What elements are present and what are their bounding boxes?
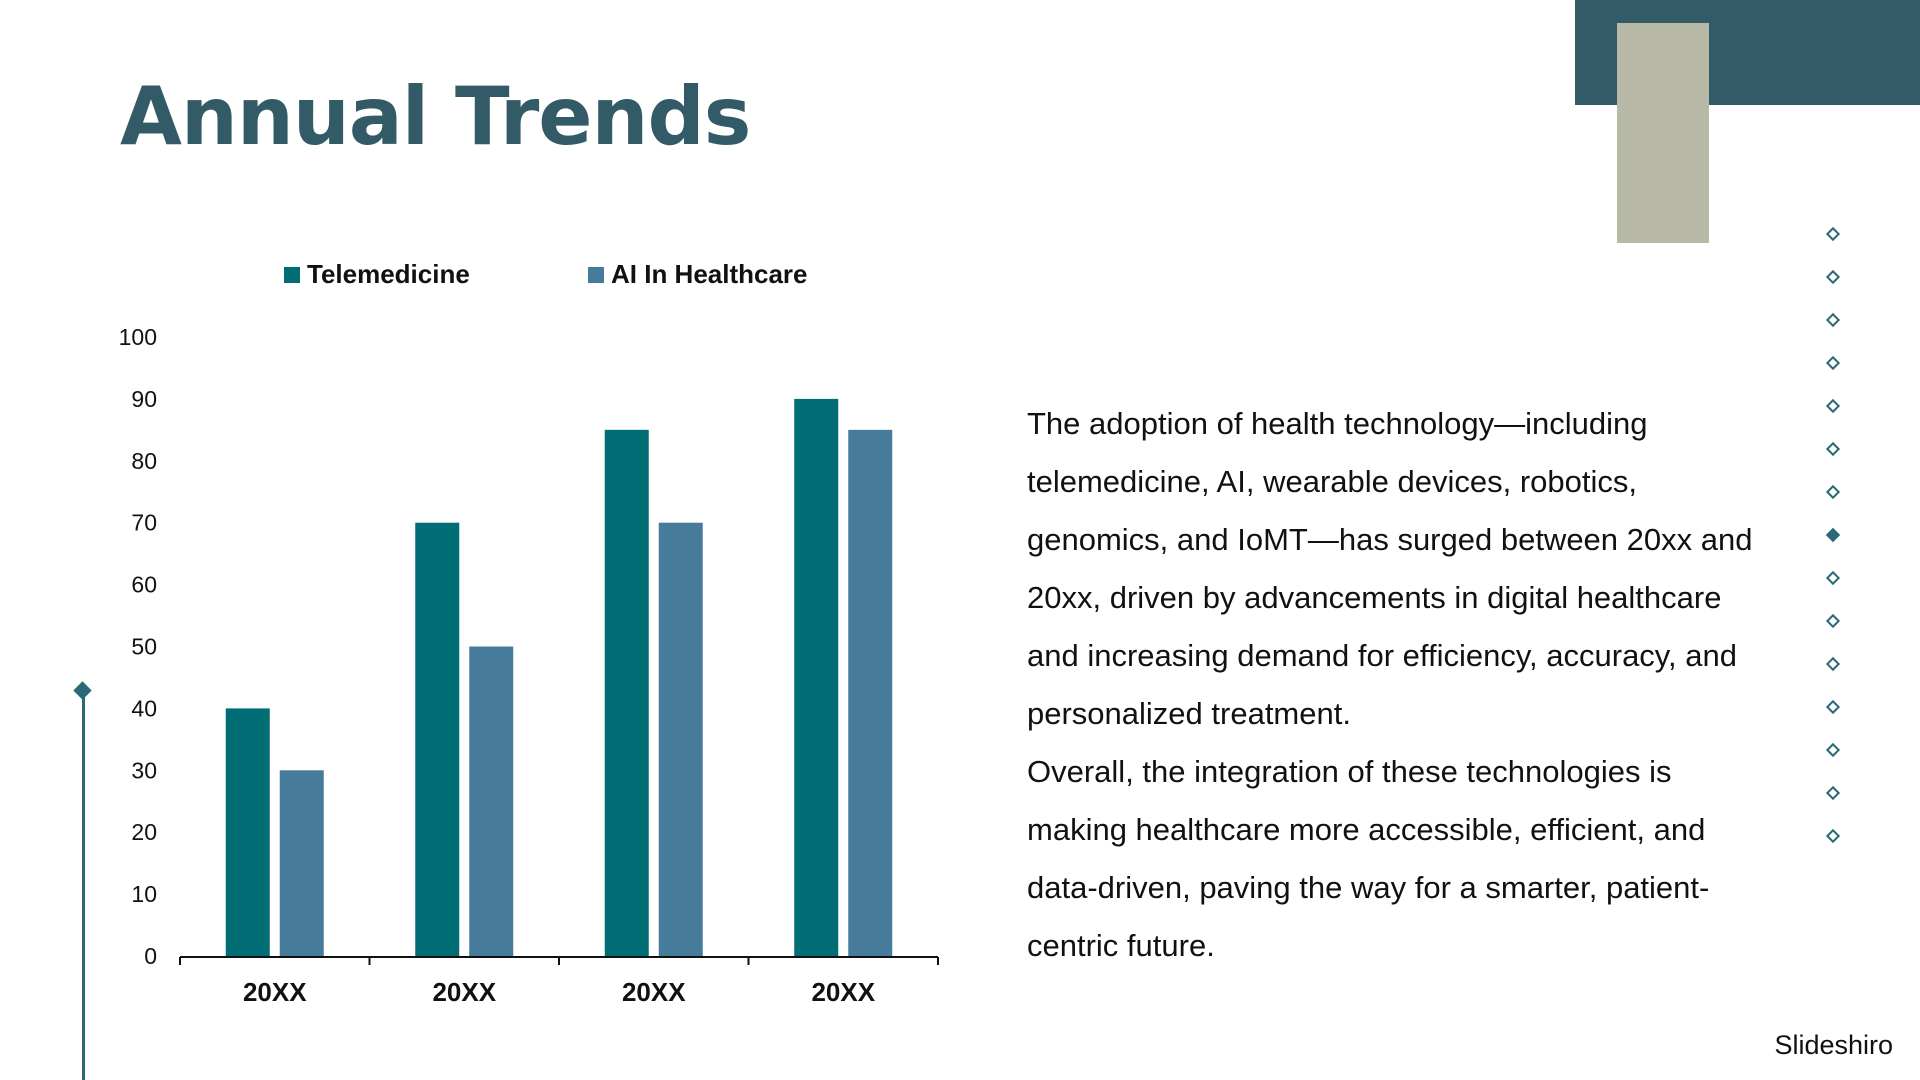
x-tick-label: 20XX	[811, 977, 875, 1007]
diamond-outline-icon	[1825, 312, 1841, 328]
bar-telemedicine	[225, 708, 270, 956]
diamond-outline-icon	[1825, 699, 1841, 715]
y-tick-label: 40	[131, 695, 157, 721]
slide-title: Annual Trends	[120, 70, 751, 163]
y-tick-label: 60	[131, 572, 157, 598]
diamond-outline-icon	[1825, 742, 1841, 758]
bar-telemedicine	[794, 398, 839, 956]
timeline-line	[82, 694, 85, 1080]
bars	[225, 398, 893, 957]
y-tick-label: 0	[144, 943, 157, 969]
y-tick-label: 30	[131, 757, 157, 783]
bar-telemedicine	[604, 429, 649, 957]
diamond-filled-icon	[1825, 527, 1841, 543]
body-paragraph-2: Overall, the integration of these techno…	[1027, 754, 1710, 963]
corner-beige-block	[1617, 23, 1709, 243]
y-tick-label: 100	[119, 324, 157, 350]
body-text: The adoption of health technology—includ…	[1027, 395, 1767, 975]
diamond-outline-icon	[1825, 398, 1841, 414]
x-tick-label: 20XX	[622, 977, 686, 1007]
legend-label: Telemedicine	[307, 259, 470, 289]
y-tick-label: 90	[131, 386, 157, 412]
diamond-outline-icon	[1825, 484, 1841, 500]
chart-legend: Telemedicine AI In Healthcare	[284, 259, 808, 289]
timeline-diamond-icon	[73, 681, 92, 700]
bar-ai-in-healthcare	[279, 770, 324, 956]
body-paragraph-1: The adoption of health technology—includ…	[1027, 406, 1753, 731]
bar-telemedicine	[415, 522, 460, 956]
y-tick-label: 80	[131, 448, 157, 474]
bar-chart: Telemedicine AI In Healthcare 0 10 20 30 40 50…	[119, 259, 939, 1007]
brand-label: Slideshiro	[1774, 1030, 1893, 1060]
diamond-outline-icon	[1825, 355, 1841, 371]
diamond-outline-icon	[1825, 570, 1841, 586]
bar-ai-in-healthcare	[658, 522, 703, 956]
y-axis: 0 10 20 30 40 50 60 70 80 90 100	[119, 324, 157, 969]
x-axis: 20XX 20XX 20XX 20XX	[179, 956, 939, 1007]
y-tick-label: 20	[131, 819, 157, 845]
legend-swatch	[588, 267, 604, 283]
diamond-outline-icon	[1825, 441, 1841, 457]
diamond-outline-icon	[1825, 226, 1841, 242]
x-tick-label: 20XX	[432, 977, 496, 1007]
y-tick-label: 70	[131, 510, 157, 536]
diamond-outline-icon	[1825, 613, 1841, 629]
y-tick-label: 10	[131, 881, 157, 907]
diamond-outline-icon	[1825, 785, 1841, 801]
legend-swatch	[284, 267, 300, 283]
bar-ai-in-healthcare	[469, 646, 514, 956]
diamond-outline-icon	[1825, 656, 1841, 672]
legend-label: AI In Healthcare	[611, 259, 808, 289]
y-tick-label: 50	[131, 634, 157, 660]
diamond-outline-icon	[1825, 828, 1841, 844]
diamond-outline-icon	[1825, 269, 1841, 285]
bar-ai-in-healthcare	[848, 429, 893, 957]
x-tick-label: 20XX	[243, 977, 307, 1007]
